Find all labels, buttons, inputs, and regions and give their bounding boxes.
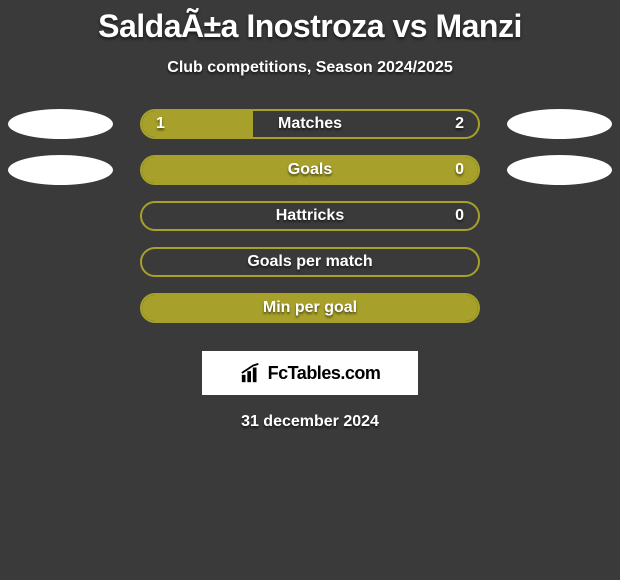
brand-box[interactable]: FcTables.com	[202, 351, 418, 395]
stat-label: Hattricks	[142, 207, 478, 225]
subtitle: Club competitions, Season 2024/2025	[0, 59, 620, 77]
player-left-blank-icon	[8, 155, 113, 185]
stat-bar: Goals per match	[140, 247, 480, 277]
comparison-widget: SaldaÃ±a Inostroza vs Manzi Club competi…	[0, 0, 620, 431]
player-left-blank-icon	[8, 109, 113, 139]
stat-bar: Min per goal	[140, 293, 480, 323]
stat-label: Matches	[142, 115, 478, 133]
stat-bar: Goals0	[140, 155, 480, 185]
stat-row: 1Matches2	[0, 109, 620, 139]
stat-row: Goals per match	[0, 247, 620, 277]
stat-row: Goals0	[0, 155, 620, 185]
player-right-blank-icon	[507, 109, 612, 139]
page-title: SaldaÃ±a Inostroza vs Manzi	[0, 8, 620, 45]
date-label: 31 december 2024	[0, 413, 620, 431]
stat-row: Min per goal	[0, 293, 620, 323]
bar-chart-icon	[240, 362, 262, 384]
stat-row: Hattricks0	[0, 201, 620, 231]
stat-right-value: 0	[455, 161, 464, 179]
stat-label: Goals per match	[142, 253, 478, 271]
stat-bar: Hattricks0	[140, 201, 480, 231]
brand-label: FcTables.com	[268, 363, 381, 384]
stat-bar: 1Matches2	[140, 109, 480, 139]
stat-label: Goals	[142, 161, 478, 179]
stat-rows: 1Matches2Goals0Hattricks0Goals per match…	[0, 109, 620, 323]
stat-right-value: 2	[455, 115, 464, 133]
stat-right-value: 0	[455, 207, 464, 225]
player-right-blank-icon	[507, 155, 612, 185]
stat-label: Min per goal	[142, 299, 478, 317]
